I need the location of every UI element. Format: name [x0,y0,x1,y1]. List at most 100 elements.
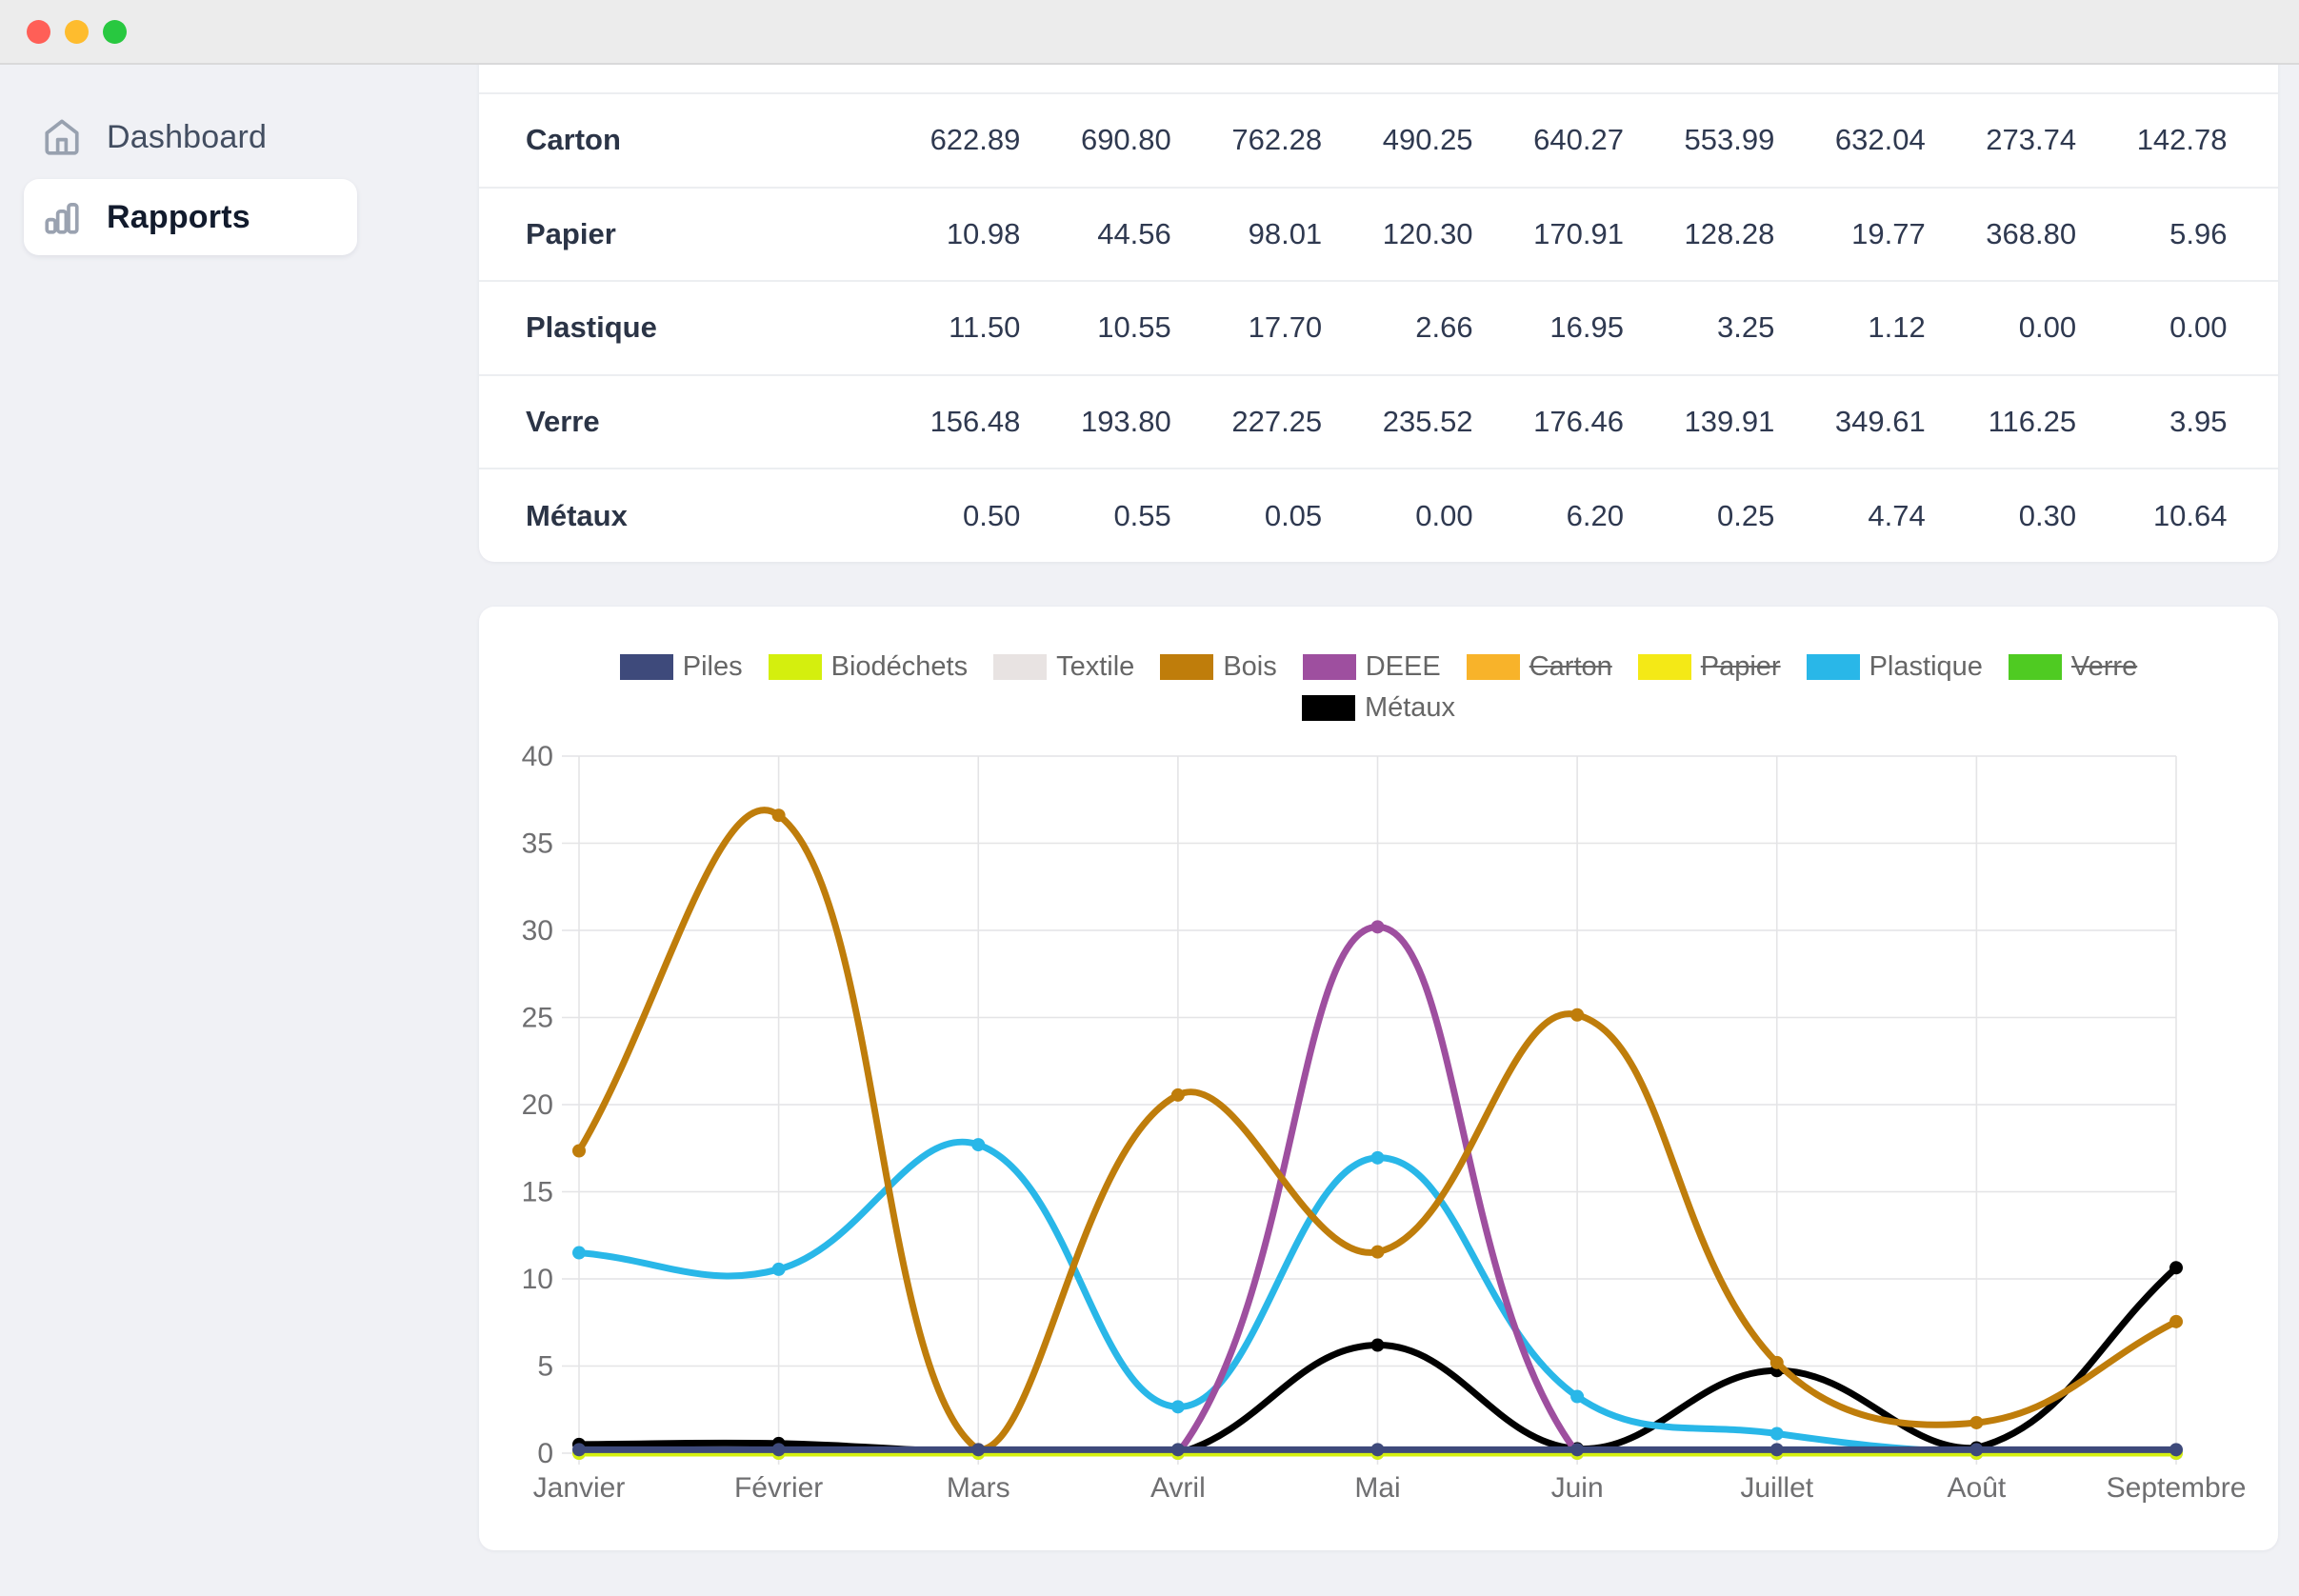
legend-item-metaux[interactable]: Métaux [1301,691,1455,724]
table-cell: 139.91 [1684,405,1775,439]
data-point [572,1144,586,1158]
table-cell: 16.95 [1549,310,1624,345]
row-label: Verre [526,405,600,439]
data-point [1570,1443,1585,1457]
table-cell: 11.50 [949,310,1021,345]
report-chart-card: Piles Biodéchets Textile Bois DEEE Carton Papi… [479,607,2278,1550]
data-point [1769,1355,1784,1369]
table-cell: 176.46 [1533,405,1624,439]
table-cell: 3.25 [1717,310,1775,345]
data-point [572,1443,586,1457]
data-point [1370,1338,1385,1352]
data-point [771,808,786,823]
report-table: Carton 622.89 690.80 762.28 490.25 640.27 553.… [479,92,2278,562]
data-point [1969,1443,1984,1457]
table-cell: 120.30 [1382,216,1473,250]
legend-item-piles[interactable]: Piles [619,650,743,683]
table-cell: 0.00 [1415,498,1473,532]
row-label: Plastique [526,310,657,345]
y-axis-tick: 20 [522,1089,553,1121]
table-cell: 142.78 [2136,123,2228,157]
table-cell: 10.55 [1097,310,1171,345]
table-cell: 0.55 [1113,498,1171,532]
y-axis-tick: 30 [522,915,553,947]
table-cell: 128.28 [1684,216,1775,250]
legend-row: Métaux [1301,691,1455,724]
table-cell: 762.28 [1231,123,1323,157]
data-point [1370,1443,1385,1457]
y-axis-tick: 5 [537,1351,553,1383]
data-point [1570,1389,1585,1404]
table-cell: 5.96 [2169,216,2228,250]
row-label: Papier [526,216,616,250]
table-cell: 490.25 [1382,123,1473,157]
close-window-button[interactable] [27,20,50,44]
legend-swatch [1806,653,1860,680]
legend-swatch [1301,694,1355,721]
table-cell: 17.70 [1248,310,1323,345]
table-cell: 632.04 [1834,123,1926,157]
table-cell: 0.00 [2018,310,2077,345]
legend-item-papier[interactable]: Papier [1637,650,1781,683]
legend-label: Biodéchets [830,651,969,682]
x-axis-tick: Septembre [2107,1472,2247,1504]
legend-swatch [993,653,1048,680]
legend-item-plastique[interactable]: Plastique [1806,650,1983,683]
y-axis-tick: 15 [522,1177,553,1208]
table-row: Verre 156.48 193.80 227.25 235.52 176.46 139.9… [479,373,2278,469]
table-cell: 349.61 [1834,405,1926,439]
legend-label: Bois [1223,651,1277,682]
table-cell: 690.80 [1080,123,1171,157]
data-point [771,1262,786,1276]
table-cell: 10.98 [946,216,1021,250]
legend-item-biodechets[interactable]: Biodéchets [768,650,969,683]
table-cell: 156.48 [930,405,1021,439]
legend-item-carton[interactable]: Carton [1466,650,1612,683]
home-icon [45,119,79,155]
table-cell: 0.05 [1264,498,1323,532]
x-axis-tick: Avril [1150,1472,1206,1504]
sidebar-item-dashboard[interactable]: Dashboard [24,99,357,175]
data-point [1570,1007,1585,1022]
legend-swatch [1637,653,1691,680]
row-label: Carton [526,123,621,157]
sidebar-item-rapports[interactable]: Rapports [24,179,357,255]
legend-item-textile[interactable]: Textile [993,650,1134,683]
legend-label: DEEE [1365,651,1441,682]
sidebar-item-label: Dashboard [107,118,268,155]
table-cell: 1.12 [1868,310,1926,345]
table-cell: 0.30 [2018,498,2077,532]
row-label: Métaux [526,498,628,532]
table-cell: 170.91 [1533,216,1624,250]
table-row: Papier 10.98 44.56 98.01 120.30 170.91 128.28 1… [479,186,2278,281]
data-point [1170,1443,1185,1457]
table-row: Plastique 11.50 10.55 17.70 2.66 16.95 3.25 1.1… [479,280,2278,374]
y-axis-tick: 10 [522,1264,553,1295]
data-point [2169,1314,2183,1328]
table-cell: 116.25 [1988,405,2077,439]
legend-row: Piles Biodéchets Textile Bois DEEE Carton Papi… [619,650,2137,683]
data-point [971,1138,986,1152]
table-cell: 622.89 [930,123,1021,157]
data-point [1370,920,1385,934]
legend-item-verre[interactable]: Verre [2008,650,2137,683]
legend-item-deee[interactable]: DEEE [1302,650,1441,683]
table-cell: 98.01 [1248,216,1323,250]
table-cell: 368.80 [1986,216,2077,250]
x-axis-tick: Août [1948,1472,2007,1504]
y-axis-tick: 35 [522,828,553,860]
table-cell: 193.80 [1080,405,1171,439]
x-axis-tick: Février [734,1472,823,1504]
table-row: Métaux 0.50 0.55 0.05 0.00 6.20 0.25 4.74 0.30 10… [479,468,2278,562]
legend-label: Papier [1700,651,1781,682]
bar-chart-icon [45,203,79,234]
minimize-window-button[interactable] [65,20,89,44]
table-cell: 44.56 [1097,216,1171,250]
legend-label: Textile [1056,651,1135,682]
table-cell: 640.27 [1533,123,1624,157]
y-axis-tick: 0 [537,1438,553,1469]
data-point [1969,1415,1984,1429]
legend-item-bois[interactable]: Bois [1160,650,1277,683]
zoom-window-button[interactable] [103,20,127,44]
data-point [2169,1261,2183,1275]
